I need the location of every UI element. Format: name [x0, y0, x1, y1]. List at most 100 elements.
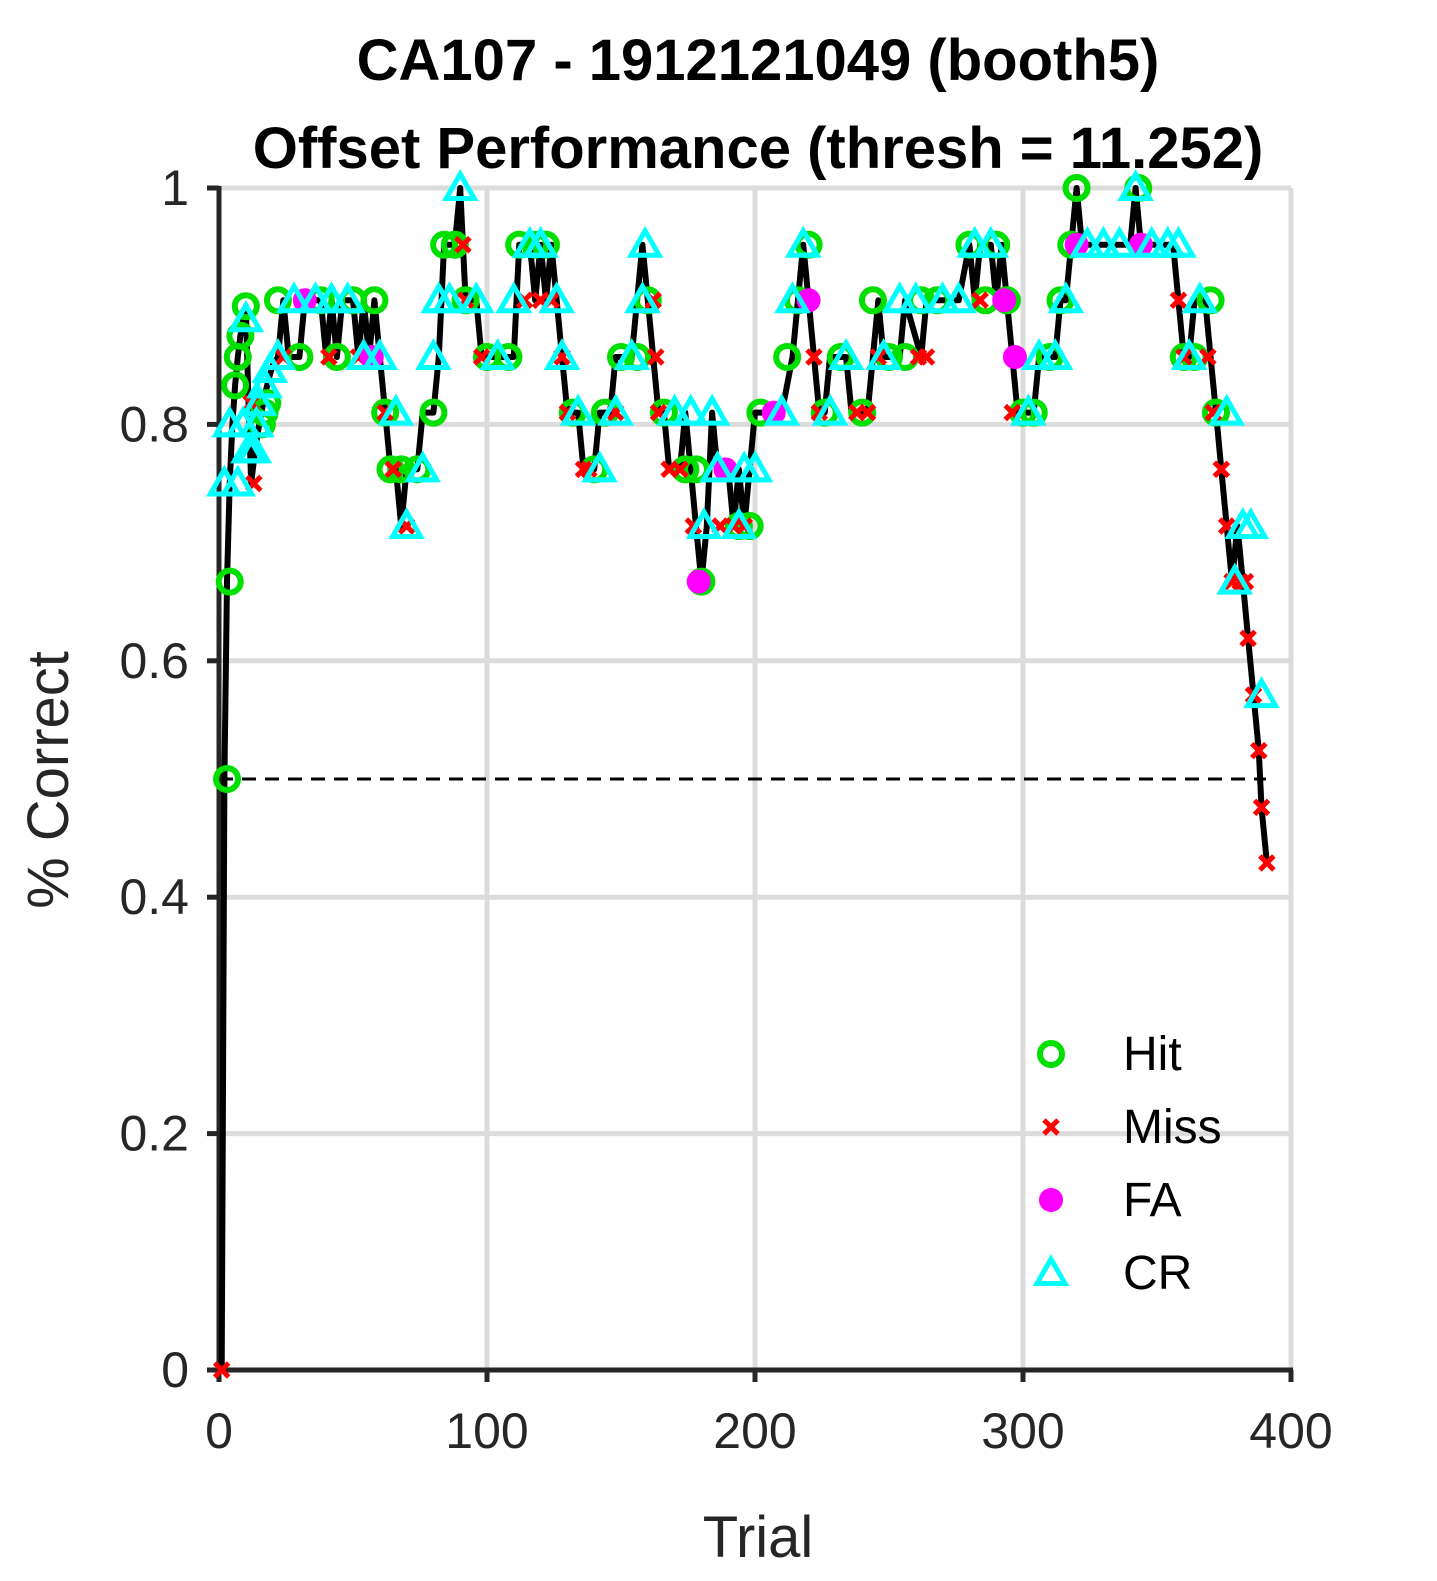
miss-marker — [1199, 348, 1217, 366]
hit-marker — [848, 398, 877, 427]
x-axis-label: Trial — [703, 1505, 814, 1570]
cr-marker — [415, 337, 452, 371]
miss-marker — [1258, 854, 1276, 872]
x-tick-label: 0 — [205, 1403, 233, 1459]
miss-marker — [1252, 798, 1271, 817]
hit-marker — [1062, 174, 1091, 202]
miss-marker — [805, 348, 823, 366]
cr-marker — [1243, 676, 1280, 709]
miss-marker — [454, 235, 472, 254]
cr-marker — [1047, 281, 1085, 314]
miss-marker — [917, 348, 936, 366]
cr-marker — [597, 393, 634, 426]
hit-marker — [213, 765, 242, 793]
cr-marker — [624, 281, 661, 314]
x-tick-label: 400 — [1249, 1403, 1332, 1459]
cr-marker — [827, 337, 865, 371]
hit-marker — [430, 230, 459, 259]
y-tick-label: 0 — [161, 1342, 189, 1398]
series-cr — [206, 168, 1280, 709]
legend-marker-cr — [1032, 1253, 1070, 1286]
cr-marker — [774, 281, 811, 314]
legend-marker-miss — [1042, 1118, 1060, 1136]
legend-label-cr: CR — [1123, 1247, 1192, 1300]
cr-marker — [972, 225, 1010, 258]
miss-marker — [647, 348, 665, 366]
cr-marker — [613, 337, 651, 371]
y-tick-label: 0.6 — [119, 633, 189, 689]
miss-marker-stroke — [1250, 741, 1268, 760]
hit-marker — [376, 455, 405, 484]
cr-marker — [685, 507, 723, 540]
cr-marker — [246, 366, 283, 399]
miss-marker-stroke — [212, 1361, 231, 1379]
cr-marker — [238, 405, 275, 438]
legend-marker-fa — [1039, 1188, 1063, 1212]
miss-marker-stroke — [858, 403, 877, 422]
cr-marker — [538, 281, 575, 314]
y-axis-label: % Correct — [16, 651, 81, 909]
miss-marker-stroke — [649, 403, 668, 422]
miss-marker-stroke — [671, 460, 689, 479]
y-tick-label: 0.8 — [119, 396, 189, 452]
fa-marker — [1002, 345, 1027, 370]
cr-marker — [897, 281, 935, 314]
hit-marker — [221, 371, 250, 400]
cr-marker — [1216, 562, 1254, 595]
cr-marker — [784, 225, 822, 258]
hit-marker — [360, 286, 389, 315]
cr-marker — [404, 450, 441, 483]
miss-marker — [1169, 291, 1188, 310]
hit-marker — [773, 343, 802, 372]
legend-marker-hit — [1037, 1040, 1065, 1068]
tick-labels: 0 100 200 300 400 0 0.2 0.4 0.6 0.8 1 — [119, 160, 1332, 1459]
cr-marker — [736, 450, 774, 483]
x-tick-label: 300 — [981, 1403, 1064, 1459]
cr-marker — [457, 281, 495, 314]
cr-marker — [865, 337, 902, 371]
chart-title-line-1: CA107 - 1912121049 (booth5) — [357, 28, 1160, 93]
cr-marker — [235, 431, 273, 464]
miss-marker-stroke — [1239, 629, 1257, 648]
miss-marker-stroke — [1199, 348, 1217, 366]
miss-marker — [384, 460, 402, 479]
cr-marker — [693, 393, 731, 426]
cr-marker — [940, 281, 977, 314]
cr-marker — [1170, 337, 1208, 371]
cr-marker — [626, 225, 664, 258]
cr-marker — [672, 393, 709, 426]
cr-marker — [543, 337, 581, 371]
x-tick-label: 200 — [713, 1403, 796, 1459]
miss-marker — [671, 460, 689, 479]
miss-marker — [1212, 460, 1231, 479]
legend-entry-hit: Hit — [1037, 1028, 1182, 1081]
miss-marker-stroke — [1217, 517, 1236, 535]
cr-marker — [1181, 281, 1219, 314]
data-markers — [206, 168, 1280, 1379]
legend-entry-miss: Miss — [1042, 1101, 1222, 1154]
cr-marker — [388, 507, 425, 540]
cr-marker — [240, 384, 278, 417]
y-tick-label: 1 — [161, 160, 189, 216]
hit-marker — [231, 292, 260, 321]
cr-marker — [361, 337, 399, 371]
miss-marker-stroke — [971, 291, 989, 310]
legend-entry-cr: CR — [1032, 1247, 1192, 1300]
cr-marker — [1232, 507, 1270, 540]
legend-label-fa: FA — [1123, 1174, 1182, 1227]
miss-marker-stroke — [1169, 291, 1188, 310]
cr-marker — [259, 337, 297, 371]
miss-marker — [1250, 741, 1268, 760]
miss-marker-stroke — [472, 348, 491, 366]
legend-entry-fa: FA — [1039, 1174, 1182, 1227]
miss-marker-stroke — [1212, 460, 1231, 479]
cr-marker — [522, 225, 559, 258]
fa-marker — [686, 569, 711, 594]
grid — [219, 185, 1294, 1370]
hit-marker — [226, 321, 255, 350]
miss-marker — [858, 403, 877, 422]
cr-marker — [1117, 168, 1154, 201]
y-tick-label: 0.2 — [119, 1106, 189, 1162]
